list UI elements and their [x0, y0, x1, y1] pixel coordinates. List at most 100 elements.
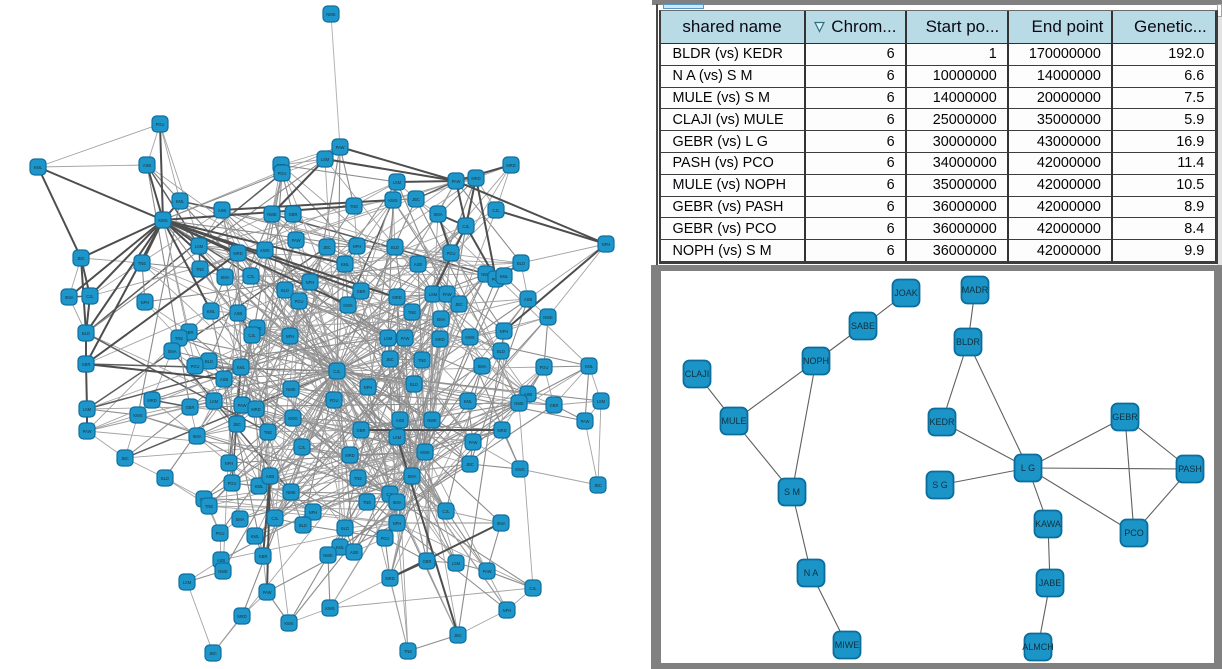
svg-text:NWE: NWE: [326, 12, 336, 17]
svg-text:NPH: NPH: [286, 334, 295, 339]
svg-text:BLD: BLD: [497, 349, 505, 354]
svg-text:LSM: LSM: [393, 435, 402, 440]
svg-text:SMA: SMA: [393, 500, 402, 505]
svg-text:KWS: KWS: [515, 467, 525, 472]
svg-text:LSM: LSM: [195, 244, 204, 249]
svg-text:PAW: PAW: [263, 590, 272, 595]
svg-text:S M: S M: [784, 487, 800, 497]
svg-text:PAW: PAW: [401, 336, 410, 341]
svg-text:KWS: KWS: [343, 303, 353, 308]
svg-text:JBC: JBC: [386, 357, 394, 362]
svg-text:ASB: ASB: [234, 311, 242, 316]
svg-text:GBR: GBR: [550, 403, 559, 408]
svg-text:GBR: GBR: [186, 405, 195, 410]
svg-text:MADR: MADR: [962, 285, 989, 295]
svg-text:MRD: MRD: [147, 398, 156, 403]
svg-text:BLD: BLD: [299, 523, 307, 528]
svg-text:KWS: KWS: [288, 416, 298, 421]
svg-text:KML: KML: [336, 545, 345, 550]
svg-text:LSM: LSM: [597, 399, 606, 404]
svg-text:NWE: NWE: [543, 315, 553, 320]
svg-text:NWE: NWE: [514, 401, 524, 406]
svg-text:TNE: TNE: [418, 358, 426, 363]
svg-text:PGU: PGU: [540, 365, 549, 370]
svg-text:SMA: SMA: [168, 349, 177, 354]
svg-text:NWE: NWE: [323, 553, 333, 558]
svg-text:PGU: PGU: [216, 531, 225, 536]
svg-text:KWS: KWS: [420, 450, 430, 455]
svg-text:PGU: PGU: [228, 481, 237, 486]
svg-text:NPH: NPH: [225, 461, 234, 466]
svg-text:JBC: JBC: [594, 483, 602, 488]
svg-text:BLD: BLD: [205, 359, 213, 364]
svg-text:LSM: LSM: [210, 399, 219, 404]
svg-text:BLD: BLD: [410, 382, 418, 387]
svg-text:CLAJI: CLAJI: [685, 369, 710, 379]
svg-text:ASB: ASB: [218, 208, 226, 213]
svg-text:NPH: NPH: [353, 244, 362, 249]
svg-text:PGU: PGU: [381, 536, 390, 541]
svg-text:CJL: CJL: [247, 274, 255, 279]
svg-text:BLD: BLD: [391, 245, 399, 250]
svg-text:ASB: ASB: [143, 163, 151, 168]
svg-text:SMA: SMA: [65, 295, 74, 300]
svg-text:GBR: GBR: [423, 559, 432, 564]
svg-text:KWS: KWS: [133, 413, 143, 418]
svg-text:NPH: NPH: [500, 329, 509, 334]
svg-text:PAW: PAW: [469, 440, 478, 445]
svg-text:ASB: ASB: [350, 550, 358, 555]
svg-text:KML: KML: [251, 534, 260, 539]
svg-text:BLD: BLD: [82, 331, 90, 336]
svg-text:KML: KML: [34, 165, 43, 170]
svg-text:SMA: SMA: [434, 212, 443, 217]
svg-text:TNE: TNE: [196, 267, 204, 272]
svg-text:NWE: NWE: [286, 387, 296, 392]
svg-text:GBR: GBR: [259, 554, 268, 559]
svg-text:NWE: NWE: [481, 272, 491, 277]
svg-text:JBC: JBC: [455, 302, 463, 307]
svg-text:JBC: JBC: [121, 456, 129, 461]
svg-text:PCO: PCO: [1124, 528, 1144, 538]
svg-text:MRD: MRD: [251, 407, 260, 412]
svg-text:JOAK: JOAK: [894, 288, 918, 298]
svg-text:NPH: NPH: [364, 385, 373, 390]
svg-text:KWS: KWS: [284, 621, 294, 626]
svg-text:PAW: PAW: [581, 419, 590, 424]
svg-text:MRD: MRD: [471, 176, 480, 181]
svg-text:KEDR: KEDR: [929, 417, 955, 427]
svg-text:PGU: PGU: [295, 299, 304, 304]
svg-text:ASB: ASB: [414, 262, 422, 267]
svg-text:JBC: JBC: [323, 245, 331, 250]
svg-text:TNE: TNE: [363, 500, 371, 505]
svg-text:GBR: GBR: [82, 362, 91, 367]
svg-text:TNE: TNE: [264, 430, 272, 435]
svg-text:LSM: LSM: [429, 292, 438, 297]
svg-text:PAW: PAW: [452, 179, 461, 184]
svg-text:CJL: CJL: [271, 516, 279, 521]
svg-text:BLD: BLD: [341, 526, 349, 531]
svg-text:PGU: PGU: [156, 122, 165, 127]
svg-text:JBC: JBC: [233, 422, 241, 427]
svg-text:GBR: GBR: [185, 330, 194, 335]
svg-text:NPH: NPH: [306, 280, 315, 285]
svg-text:BLD: BLD: [281, 288, 289, 293]
svg-text:ASB: ASB: [266, 474, 274, 479]
svg-text:TNE: TNE: [205, 504, 213, 509]
svg-text:TNE: TNE: [408, 310, 416, 315]
svg-text:KWS: KWS: [158, 218, 168, 223]
svg-text:TNE: TNE: [138, 261, 146, 266]
svg-text:ASB: ASB: [217, 558, 225, 563]
svg-text:PGU: PGU: [330, 398, 339, 403]
svg-text:JBC: JBC: [466, 462, 474, 467]
svg-text:NOPH: NOPH: [803, 356, 829, 366]
svg-text:SMA: SMA: [236, 517, 245, 522]
svg-text:PAW: PAW: [83, 429, 92, 434]
svg-text:ASB: ASB: [524, 297, 532, 302]
svg-text:NWE: NWE: [286, 490, 296, 495]
svg-text:CJL: CJL: [492, 208, 500, 213]
svg-text:N A: N A: [804, 568, 819, 578]
svg-text:NWE: NWE: [267, 212, 277, 217]
svg-text:NPH: NPH: [309, 510, 318, 515]
svg-text:KML: KML: [237, 365, 246, 370]
svg-text:CJL: CJL: [529, 586, 537, 591]
